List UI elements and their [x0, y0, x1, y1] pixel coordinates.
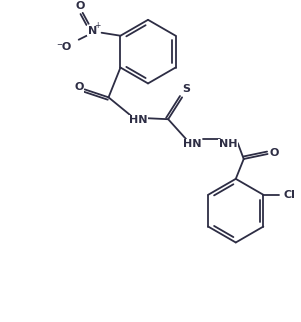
- Text: HN: HN: [129, 115, 147, 125]
- Text: O: O: [75, 1, 84, 11]
- Text: Cl: Cl: [283, 190, 295, 200]
- Text: NH: NH: [219, 139, 237, 149]
- Text: N: N: [88, 26, 97, 36]
- Text: O: O: [270, 148, 279, 158]
- Text: HN: HN: [183, 139, 201, 149]
- Text: ⁻O: ⁻O: [56, 42, 71, 52]
- Text: +: +: [95, 21, 101, 30]
- Text: S: S: [182, 84, 190, 94]
- Text: O: O: [74, 82, 83, 92]
